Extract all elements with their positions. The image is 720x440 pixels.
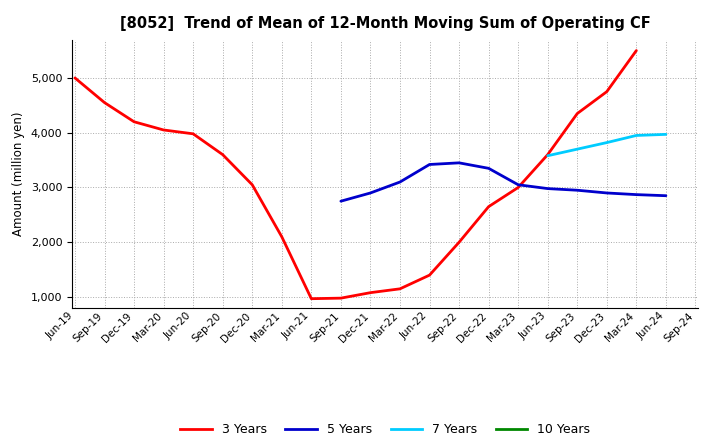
Legend: 3 Years, 5 Years, 7 Years, 10 Years: 3 Years, 5 Years, 7 Years, 10 Years — [176, 418, 595, 440]
Title: [8052]  Trend of Mean of 12-Month Moving Sum of Operating CF: [8052] Trend of Mean of 12-Month Moving … — [120, 16, 651, 32]
Y-axis label: Amount (million yen): Amount (million yen) — [12, 112, 25, 236]
